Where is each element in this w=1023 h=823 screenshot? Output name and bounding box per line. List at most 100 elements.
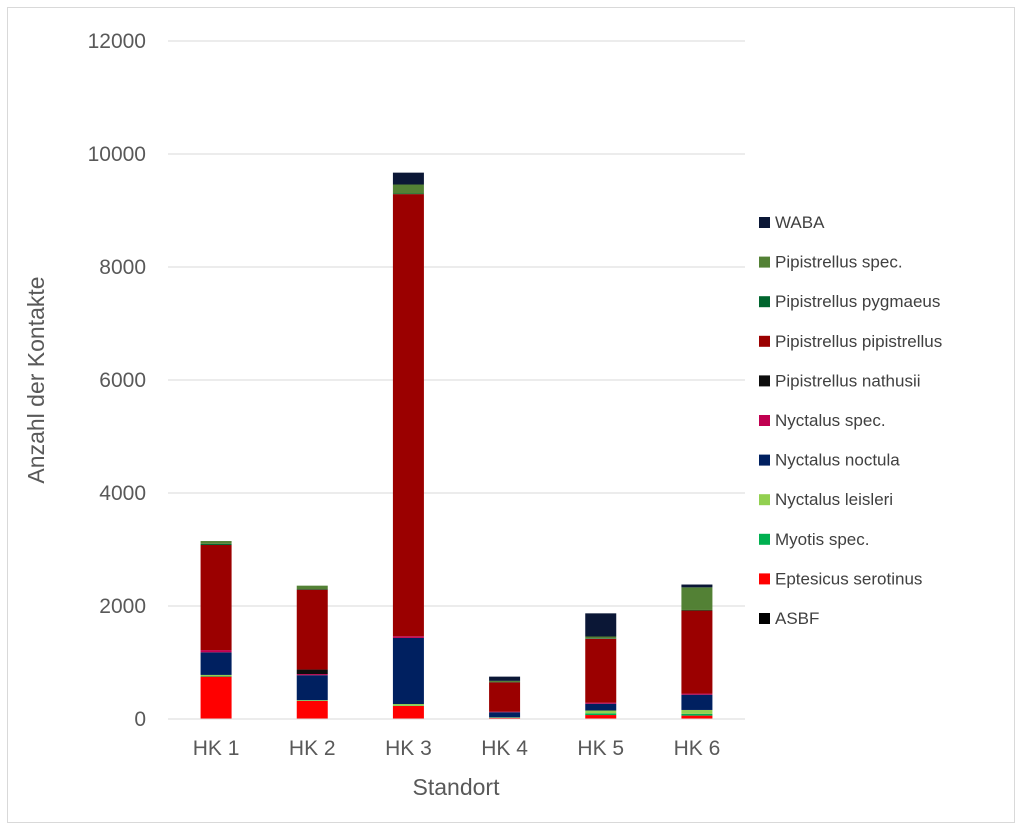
legend-label: Pipistrellus pygmaeus bbox=[775, 292, 940, 311]
y-tick-label: 4000 bbox=[99, 482, 146, 505]
legend-swatch bbox=[759, 573, 770, 585]
legend: WABA Pipistrellus spec. Pipistrellus pygma… bbox=[759, 213, 942, 628]
bar-segment bbox=[392, 172, 424, 185]
bar-segment bbox=[200, 652, 232, 675]
x-tick-label: HK 6 bbox=[674, 737, 721, 760]
bar-segment bbox=[585, 703, 617, 711]
bar-segment bbox=[392, 184, 424, 194]
legend-item: Nyctalus spec. bbox=[759, 411, 886, 430]
bar-segment bbox=[296, 589, 328, 590]
bar-segment bbox=[585, 710, 617, 714]
bar-segment bbox=[296, 675, 328, 701]
bar-segment bbox=[392, 706, 424, 719]
bar-segment bbox=[296, 589, 328, 670]
bar-segment bbox=[681, 693, 713, 695]
y-tick-label: 8000 bbox=[99, 256, 146, 279]
bar-segment bbox=[585, 713, 617, 716]
bar-segment bbox=[200, 676, 232, 677]
bar-segment bbox=[200, 543, 232, 545]
legend-item: Pipistrellus spec. bbox=[759, 253, 903, 272]
bar-segment bbox=[296, 700, 328, 719]
bar-segment bbox=[392, 637, 424, 705]
bars bbox=[168, 172, 745, 720]
y-tick-label: 2000 bbox=[99, 595, 146, 618]
bar-segment bbox=[200, 541, 232, 544]
bar-segment bbox=[392, 194, 424, 637]
bar-segment bbox=[681, 709, 713, 714]
bar-segment bbox=[392, 636, 424, 638]
x-tick-label: HK 4 bbox=[481, 737, 528, 760]
legend-swatch bbox=[759, 256, 770, 268]
bar-segment bbox=[681, 715, 713, 719]
y-tick-label: 12000 bbox=[88, 30, 146, 53]
bar-segment bbox=[200, 674, 232, 677]
legend-item: Nyctalus noctula bbox=[759, 451, 900, 470]
legend-swatch bbox=[759, 296, 770, 308]
legend-label: WABA bbox=[775, 213, 825, 232]
legend-swatch bbox=[759, 415, 770, 426]
bar-segment bbox=[200, 650, 232, 653]
legend-label: Pipistrellus nathusii bbox=[775, 371, 921, 390]
legend-item: Eptesicus serotinus bbox=[759, 569, 922, 588]
legend-item: ASBF bbox=[759, 609, 819, 628]
bar-segment bbox=[489, 712, 521, 718]
legend-item: Pipistrellus pipistrellus bbox=[759, 332, 942, 351]
bar-segment bbox=[296, 674, 328, 676]
legend-swatch bbox=[759, 454, 770, 466]
x-tick-labels: HK 1 HK 2 HK 3 HK 4 HK 5 HK 6 bbox=[193, 737, 721, 760]
x-tick-label: HK 2 bbox=[289, 737, 336, 760]
y-axis-title: Anzahl der Kontakte bbox=[23, 276, 49, 483]
legend-label: Eptesicus serotinus bbox=[775, 569, 922, 588]
bar-segment bbox=[200, 544, 232, 651]
legend-label: Nyctalus leisleri bbox=[775, 490, 893, 509]
y-tick-label: 6000 bbox=[99, 369, 146, 392]
y-tick-labels: 0 2000 4000 6000 8000 10000 12000 bbox=[88, 30, 146, 731]
bar-segment bbox=[681, 584, 713, 588]
bar-segment bbox=[296, 700, 328, 701]
bar-segment bbox=[681, 610, 713, 694]
bar-segment bbox=[681, 694, 713, 710]
legend-item: Myotis spec. bbox=[759, 530, 869, 549]
bar-segment bbox=[681, 587, 713, 610]
bar-segment bbox=[585, 613, 617, 637]
bar-segment bbox=[681, 609, 713, 611]
legend-swatch bbox=[759, 533, 770, 545]
legend-swatch bbox=[759, 494, 770, 506]
bar-segment bbox=[585, 638, 617, 639]
y-tick-label: 0 bbox=[134, 708, 146, 731]
legend-label: Nyctalus spec. bbox=[775, 411, 886, 430]
legend-item: Pipistrellus pygmaeus bbox=[759, 292, 940, 311]
legend-label: Myotis spec. bbox=[775, 530, 869, 549]
bar-segment bbox=[489, 711, 521, 713]
legend-swatch bbox=[759, 375, 770, 387]
bar-segment bbox=[585, 702, 617, 704]
bar-segment bbox=[681, 713, 713, 716]
bar-segment bbox=[585, 715, 617, 719]
legend-swatch bbox=[759, 335, 770, 347]
y-tick-label: 10000 bbox=[88, 143, 146, 166]
bar-segment bbox=[392, 704, 424, 706]
bar-segment bbox=[585, 638, 617, 703]
bar-segment bbox=[296, 669, 328, 675]
legend-label: ASBF bbox=[775, 609, 819, 628]
x-tick-label: HK 3 bbox=[385, 737, 432, 760]
legend-swatch bbox=[759, 613, 770, 624]
bar-segment bbox=[489, 676, 521, 681]
bar-segment bbox=[200, 676, 232, 719]
legend-label: Pipistrellus spec. bbox=[775, 253, 903, 272]
x-tick-label: HK 5 bbox=[577, 737, 624, 760]
bar-segment bbox=[489, 717, 521, 719]
bar-segment bbox=[585, 636, 617, 639]
legend-label: Pipistrellus pipistrellus bbox=[775, 332, 942, 351]
x-axis-title: Standort bbox=[413, 774, 501, 800]
legend-item: Pipistrellus nathusii bbox=[759, 371, 921, 390]
legend-item: WABA bbox=[759, 213, 825, 232]
bar-segment bbox=[489, 682, 521, 712]
bar-segment bbox=[392, 193, 424, 195]
legend-item: Nyctalus leisleri bbox=[759, 490, 893, 509]
bar-segment bbox=[489, 680, 521, 682]
legend-swatch bbox=[759, 217, 770, 228]
x-tick-label: HK 1 bbox=[193, 737, 240, 760]
bar-segment bbox=[296, 585, 328, 590]
